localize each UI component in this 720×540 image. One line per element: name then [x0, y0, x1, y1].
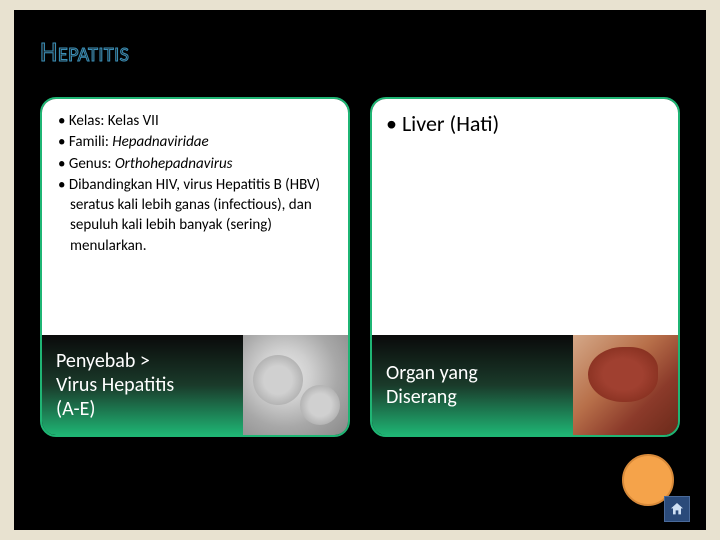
- card-footer: Penyebab > Virus Hepatitis (A-E): [42, 335, 348, 435]
- home-icon: [669, 501, 685, 517]
- page-title: Hepatitis: [40, 34, 680, 69]
- footer-line: Penyebab >: [56, 349, 229, 373]
- bullet-value: Hepadnaviridae: [112, 133, 208, 151]
- footer-line: (A-E): [56, 397, 229, 421]
- list-item: Genus: Orthohepadnavirus: [58, 154, 334, 174]
- virus-image: [243, 335, 348, 435]
- bullet-label: Genus:: [69, 155, 112, 173]
- cards-row: Kelas: Kelas VII Famili: Hepadnaviridae …: [40, 97, 680, 437]
- card-organ: Liver (Hati) Organ yang Diserang: [370, 97, 680, 437]
- bullet-label: Famili:: [69, 133, 109, 151]
- bullet-list: Kelas: Kelas VII Famili: Hepadnaviridae …: [56, 111, 334, 256]
- bullet-label: Kelas:: [69, 112, 105, 130]
- card-body: Kelas: Kelas VII Famili: Hepadnaviridae …: [42, 99, 348, 335]
- list-item: Dibandingkan HIV, virus Hepatitis B (HBV…: [58, 175, 334, 256]
- footer-text: Penyebab > Virus Hepatitis (A-E): [42, 339, 243, 431]
- bullet-value: Kelas VII: [108, 112, 159, 130]
- card-body: Liver (Hati): [372, 99, 678, 335]
- footer-text: Organ yang Diserang: [372, 351, 573, 419]
- bullet-value: Orthohepadnavirus: [115, 155, 233, 173]
- footer-line: Virus Hepatitis: [56, 373, 229, 397]
- liver-image: [573, 335, 678, 435]
- list-item: Kelas: Kelas VII: [58, 111, 334, 131]
- slide-container: Hepatitis Kelas: Kelas VII Famili: Hepad…: [14, 10, 706, 530]
- card-penyebab: Kelas: Kelas VII Famili: Hepadnaviridae …: [40, 97, 350, 437]
- home-button[interactable]: [664, 496, 690, 522]
- list-item: Famili: Hepadnaviridae: [58, 132, 334, 152]
- card-footer: Organ yang Diserang: [372, 335, 678, 435]
- footer-line: Organ yang: [386, 361, 559, 385]
- footer-line: Diserang: [386, 385, 559, 409]
- bullet-line: Liver (Hati): [386, 110, 499, 137]
